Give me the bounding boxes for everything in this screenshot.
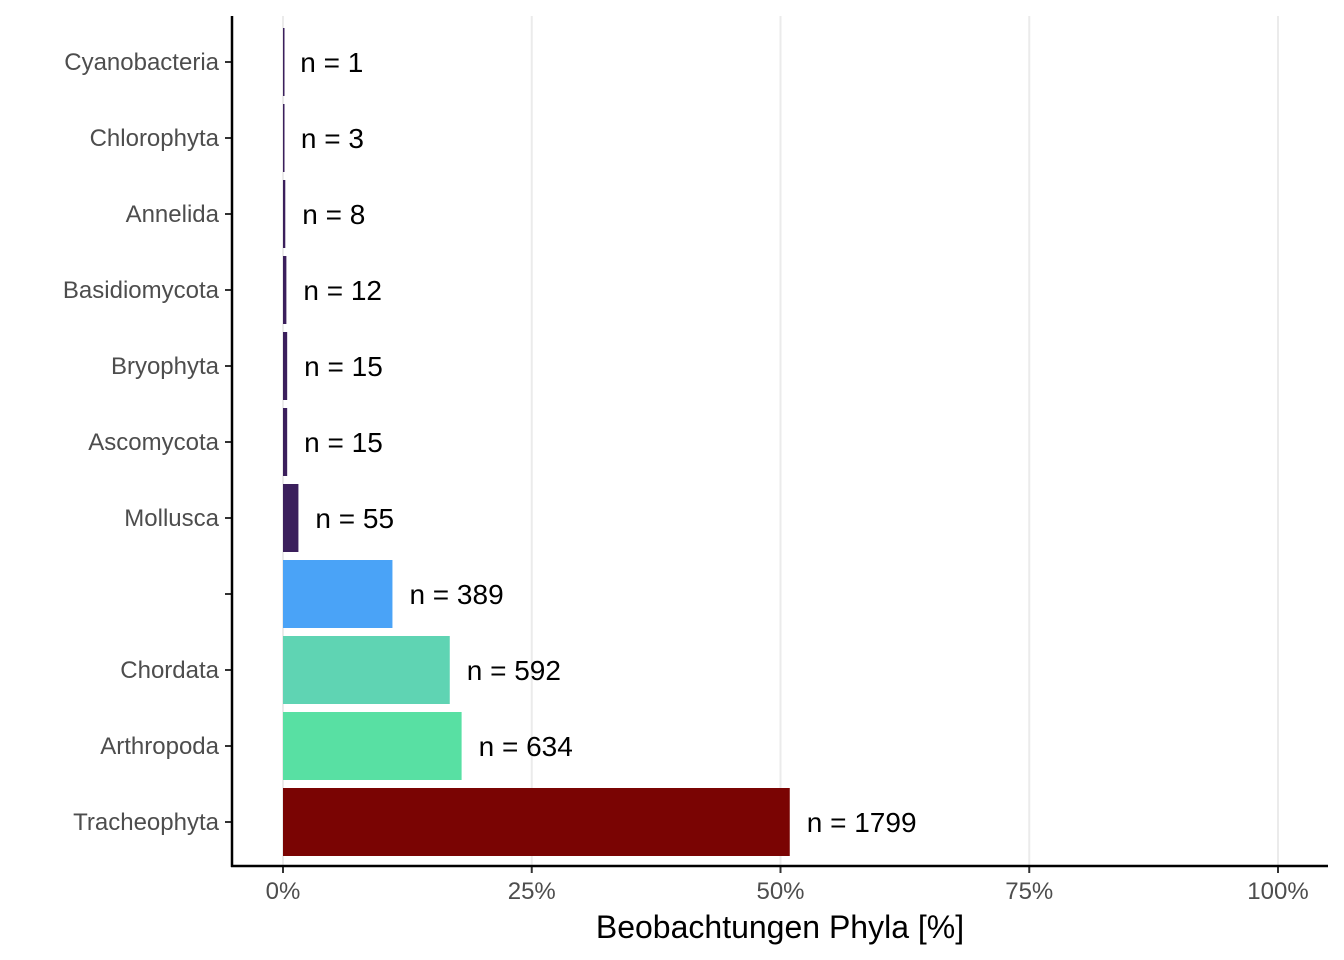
- y-tick-label: Chlorophyta: [90, 125, 220, 152]
- data-label: n = 15: [304, 351, 383, 382]
- x-tick-label: 25%: [508, 878, 556, 905]
- x-tick-label: 75%: [1005, 878, 1053, 905]
- data-label: n = 634: [479, 731, 573, 762]
- bar: [283, 180, 286, 248]
- bar: [283, 636, 450, 704]
- data-label: n = 389: [409, 579, 503, 610]
- y-tick-label: Tracheophyta: [73, 809, 220, 836]
- data-label: n = 3: [301, 123, 364, 154]
- data-label: n = 12: [303, 275, 382, 306]
- bar: [283, 28, 285, 96]
- axes: Cyanobacteria Chlorophyta Annelida Basidiom…: [63, 16, 1328, 905]
- bar: [283, 332, 288, 400]
- data-labels: n = 1 n = 3 n = 8 n = 12 n = 15 n = 15 n = 55 n…: [300, 47, 916, 838]
- x-tick-label: 0%: [266, 878, 301, 905]
- data-label: n = 55: [315, 503, 394, 534]
- y-tick-label: Cyanobacteria: [64, 49, 219, 76]
- y-tick-label: Bryophyta: [111, 353, 220, 380]
- y-tick-label: Chordata: [120, 657, 219, 684]
- y-tick-label: Ascomycota: [88, 429, 219, 456]
- bar: [283, 560, 393, 628]
- bar: [283, 104, 285, 172]
- bar: [283, 788, 790, 856]
- y-tick-label: Arthropoda: [100, 733, 219, 760]
- bar: [283, 256, 287, 324]
- data-label: n = 15: [304, 427, 383, 458]
- x-axis-title: Beobachtungen Phyla [%]: [596, 909, 964, 945]
- y-tick-label: Mollusca: [124, 505, 219, 532]
- data-label: n = 8: [302, 199, 365, 230]
- bars: [283, 28, 790, 856]
- bar: [283, 484, 299, 552]
- bar: [283, 408, 288, 476]
- x-tick-label: 50%: [756, 878, 804, 905]
- y-tick-label: Basidiomycota: [63, 277, 220, 304]
- x-tick-label: 100%: [1247, 878, 1308, 905]
- y-tick-label: Annelida: [126, 201, 220, 228]
- data-label: n = 1799: [807, 807, 917, 838]
- bar: [283, 712, 462, 780]
- data-label: n = 1: [300, 47, 363, 78]
- data-label: n = 592: [467, 655, 561, 686]
